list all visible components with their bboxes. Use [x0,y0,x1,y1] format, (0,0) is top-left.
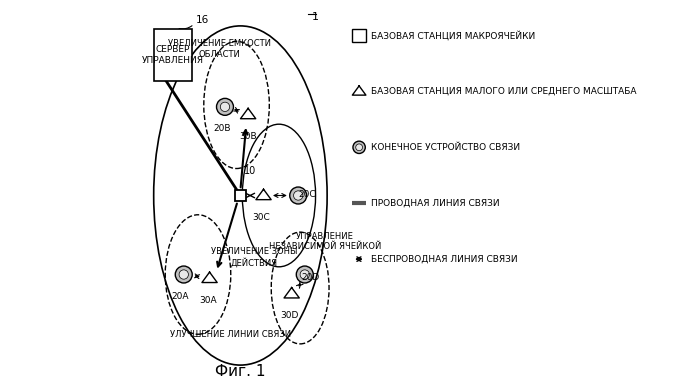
Bar [352,29,366,43]
Text: 20A: 20A [171,292,188,301]
Circle shape [356,144,362,151]
Text: 30A: 30A [199,296,216,305]
Circle shape [294,191,303,200]
Circle shape [300,270,309,279]
Bar [235,190,246,201]
Text: 30B: 30B [239,132,257,141]
Text: СЕРВЕР
УПРАВЛЕНИЯ: СЕРВЕР УПРАВЛЕНИЯ [142,45,204,65]
Text: 16: 16 [196,15,209,25]
Text: 20C: 20C [298,190,316,199]
Text: 30D: 30D [280,311,299,320]
Circle shape [290,187,306,204]
Text: 30C: 30C [252,213,269,222]
Circle shape [175,266,192,283]
Text: БАЗОВАЯ СТАНЦИЯ МАЛОГО ИЛИ СРЕДНЕГО МАСШТАБА: БАЗОВАЯ СТАНЦИЯ МАЛОГО ИЛИ СРЕДНЕГО МАСШ… [371,87,637,96]
Text: БАЗОВАЯ СТАНЦИЯ МАКРОЯЧЕЙКИ: БАЗОВАЯ СТАНЦИЯ МАКРОЯЧЕЙКИ [371,30,535,41]
FancyBboxPatch shape [154,29,192,81]
Text: КОНЕЧНОЕ УСТРОЙСТВО СВЯЗИ: КОНЕЧНОЕ УСТРОЙСТВО СВЯЗИ [371,143,521,152]
Text: УВЕЛИЧЕНИЕ ЗОНЫ
ДЕЙСТВИЯ: УВЕЛИЧЕНИЕ ЗОНЫ ДЕЙСТВИЯ [211,247,297,267]
Text: УПРАВЛЕНИЕ
НЕЗАВИСИМОЙ ЯЧЕЙКОЙ: УПРАВЛЕНИЕ НЕЗАВИСИМОЙ ЯЧЕЙКОЙ [269,232,381,251]
Circle shape [296,266,313,283]
Text: Фиг. 1: Фиг. 1 [215,364,266,378]
Text: УЛУЧШЕНИЕ ЛИНИИ СВЯЗИ: УЛУЧШЕНИЕ ЛИНИИ СВЯЗИ [170,330,291,339]
Text: УВЕЛИЧЕНИЕ ЕМКОСТИ
ОБЛАСТИ: УВЕЛИЧЕНИЕ ЕМКОСТИ ОБЛАСТИ [168,39,271,59]
Circle shape [216,99,233,115]
Circle shape [353,141,365,154]
Circle shape [179,270,188,279]
Text: БЕСПРОВОДНАЯ ЛИНИЯ СВЯЗИ: БЕСПРОВОДНАЯ ЛИНИЯ СВЯЗИ [371,255,518,264]
Text: 10: 10 [244,166,256,176]
Text: 1: 1 [312,13,319,22]
Text: 20D: 20D [302,273,320,282]
Circle shape [221,102,230,111]
Text: 20B: 20B [213,124,230,133]
Text: ПРОВОДНАЯ ЛИНИЯ СВЯЗИ: ПРОВОДНАЯ ЛИНИЯ СВЯЗИ [371,199,500,208]
